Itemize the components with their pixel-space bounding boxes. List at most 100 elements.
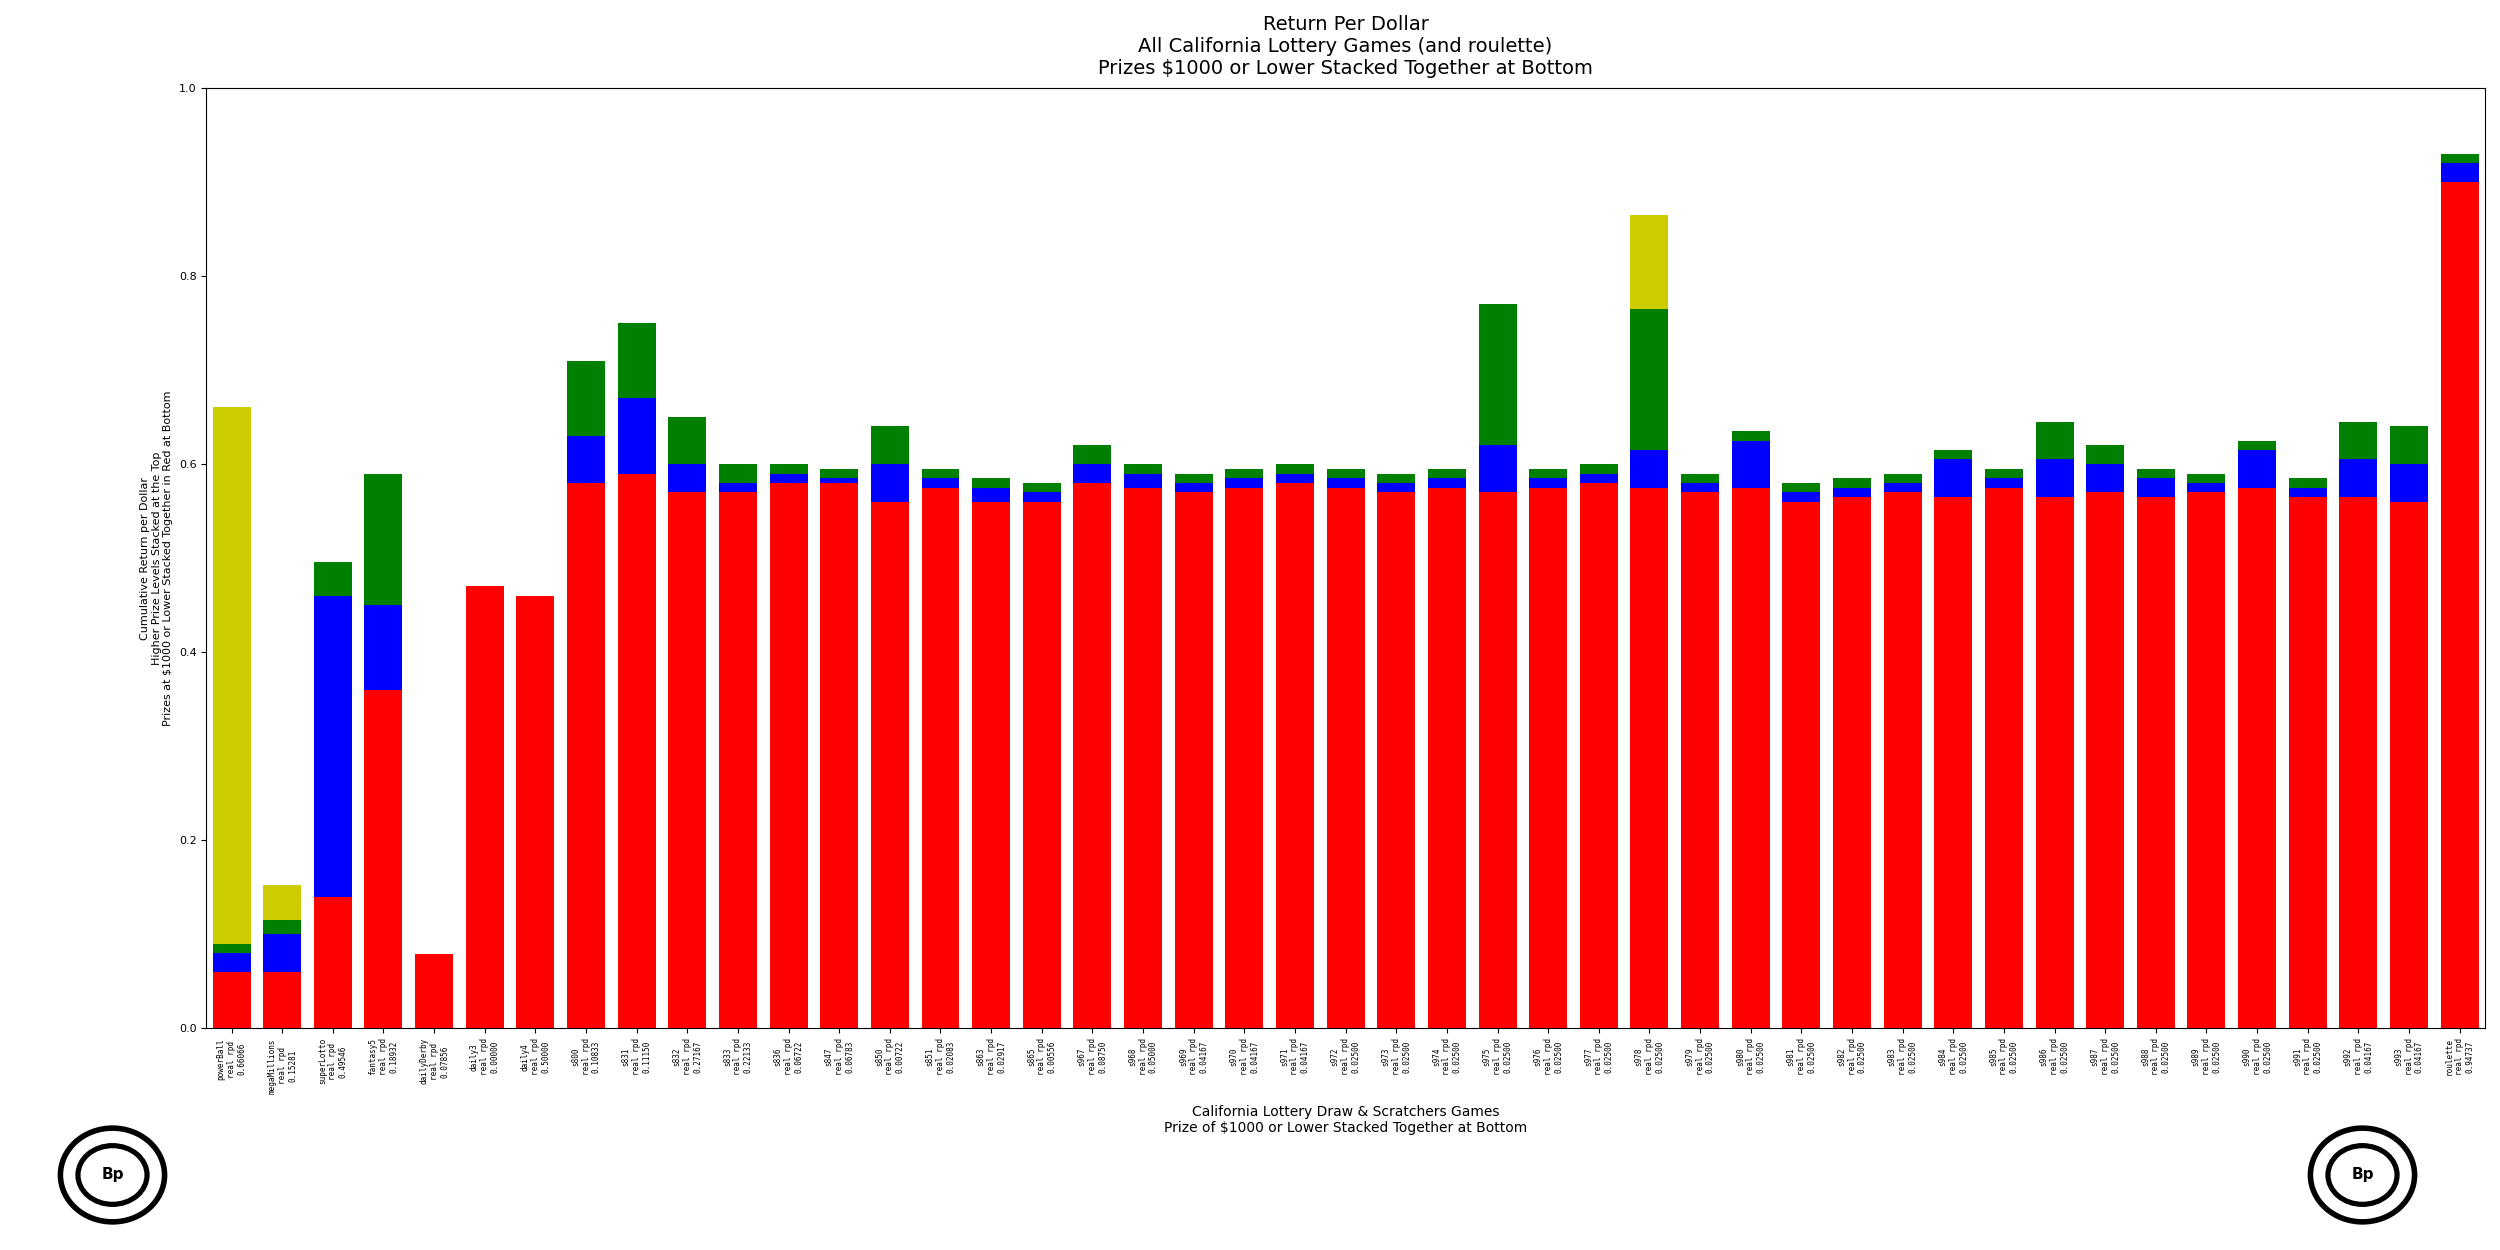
Bar [1732,440,1770,488]
Bar [1935,498,1972,1029]
Bar [1630,450,1668,488]
Bar [1072,464,1112,482]
Bar [770,474,808,482]
Bar [720,482,758,492]
Bar [2138,479,2175,498]
Bar [2440,154,2478,164]
Bar [1022,501,1060,1029]
Bar [2085,492,2125,1029]
Bar [1022,482,1060,492]
Bar [972,488,1010,501]
Bar [1985,469,2022,479]
Bar [1732,488,1770,1029]
Bar [820,479,858,482]
Bar [1175,492,1212,1029]
Bar [2340,460,2377,498]
Bar [262,935,300,972]
Bar [2290,479,2328,488]
Title: Return Per Dollar
All California Lottery Games (and roulette)
Prizes $1000 or Lo: Return Per Dollar All California Lottery… [1098,15,1592,78]
Bar [315,896,352,1029]
Bar [365,605,403,690]
Bar [2085,464,2125,492]
Bar [668,464,707,492]
Bar [2035,460,2072,498]
Bar [1680,492,1720,1029]
Bar [1580,474,1618,482]
Bar [2188,492,2225,1029]
Bar [2290,488,2328,498]
Bar [1580,482,1618,1029]
Bar [1328,479,1365,488]
Bar [1328,469,1365,479]
Bar [2238,488,2275,1029]
Bar [2035,421,2072,460]
Bar [1175,474,1212,482]
Bar [618,474,655,1029]
Bar [465,586,503,1029]
Bar [870,501,910,1029]
Bar [1478,304,1518,445]
Bar [1175,482,1212,492]
Ellipse shape [82,1149,145,1201]
Bar [1985,479,2022,488]
Bar [1530,479,1568,488]
Bar [365,475,403,605]
Bar [1378,492,1415,1029]
Bar [1680,482,1720,492]
Bar [315,562,352,596]
Bar [1832,498,1870,1029]
Bar [972,479,1010,488]
Bar [2035,498,2072,1029]
Bar [1022,492,1060,501]
Bar [2085,445,2125,464]
Bar [1225,479,1262,488]
Bar [2340,498,2377,1029]
Bar [1985,488,2022,1029]
Bar [568,436,605,482]
Bar [1478,445,1518,493]
Bar [315,596,352,896]
Bar [1782,492,1820,501]
Bar [1125,474,1162,488]
Bar [213,954,250,972]
Text: Bp: Bp [2350,1168,2375,1182]
Bar [2138,498,2175,1029]
Bar [415,954,452,1029]
Bar [1882,492,1922,1029]
Bar [870,426,910,464]
Bar [1530,488,1568,1029]
Bar [213,972,250,1029]
Bar [2238,450,2275,488]
Bar [1275,464,1315,474]
Bar [1832,479,1870,488]
Bar [262,885,300,920]
Bar [820,469,858,479]
Bar [262,972,300,1029]
Bar [770,482,808,1029]
Bar [2390,501,2428,1029]
Ellipse shape [2325,1144,2400,1206]
Bar [618,399,655,474]
Bar [365,690,403,1029]
Bar [922,479,960,488]
Bar [618,322,655,399]
Bar [1630,309,1668,450]
Bar [668,418,707,464]
Bar [1378,482,1415,492]
Bar [1882,474,1922,482]
Bar [1427,479,1465,488]
Bar [2390,426,2428,464]
X-axis label: California Lottery Draw & Scratchers Games
Prize of $1000 or Lower Stacked Toget: California Lottery Draw & Scratchers Gam… [1165,1105,1528,1135]
Bar [1580,464,1618,474]
Bar [1935,460,1972,498]
Bar [922,469,960,479]
Bar [1680,474,1720,482]
Bar [1427,469,1465,479]
Bar [1125,464,1162,474]
Y-axis label: Cumulative Return per Dollar
Higher Prize Levels Stacked at the Top
Prizes at $1: Cumulative Return per Dollar Higher Priz… [140,390,172,726]
Bar [213,944,250,954]
Ellipse shape [75,1144,150,1206]
Bar [1378,474,1415,482]
Bar [1478,492,1518,1029]
Bar [2290,498,2328,1029]
